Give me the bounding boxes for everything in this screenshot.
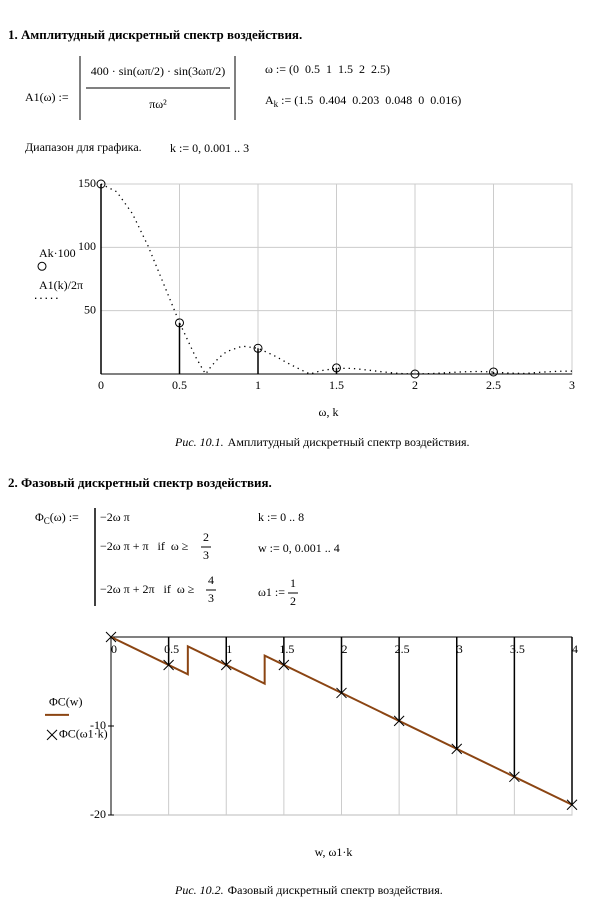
case-den: 3 xyxy=(203,548,209,562)
x-tick-label: 1 xyxy=(226,642,232,656)
marker xyxy=(451,743,463,755)
x-tick-label: 4 xyxy=(572,642,578,656)
marker xyxy=(336,687,347,699)
x-tick-label: 0.5 xyxy=(172,378,187,392)
range-label: Диапазон для графика. xyxy=(25,140,142,154)
x-tick-label: 3 xyxy=(457,642,463,656)
marker xyxy=(332,363,341,373)
formula-lhs: A1(ω) := xyxy=(25,90,69,104)
formula-denominator: πω² xyxy=(149,97,167,111)
caption: Рис. 10.1. Амплитудный дискретный спектр … xyxy=(174,435,470,449)
x-tick-label: 1.5 xyxy=(329,378,344,392)
ak-def: Ak := (1.5 0.404 0.203 0.048 0 0.016) xyxy=(265,93,461,109)
marker xyxy=(410,369,420,379)
marker xyxy=(46,729,58,741)
case-num: 2 xyxy=(203,530,209,544)
ak-sub: k xyxy=(274,99,279,109)
caption-num: Рис. 10.1. xyxy=(174,435,224,449)
case-expr: −2ω π + π if ω ≥ xyxy=(100,539,189,553)
w-def: w := 0, 0.001 .. 4 xyxy=(258,541,340,555)
x-tick-label: 2.5 xyxy=(395,642,410,656)
legend-label: ΦC(ω1·k) xyxy=(59,727,108,741)
caption-num: Рис. 10.2. xyxy=(174,883,224,897)
case-expr: −2ω π + 2π if ω ≥ xyxy=(100,582,195,596)
phi-sub: C xyxy=(44,516,50,526)
marker xyxy=(278,659,290,671)
y-tick-label: 150 xyxy=(78,176,96,190)
y-tick-label: -20 xyxy=(90,807,106,821)
x-axis-label: ω, k xyxy=(319,405,339,419)
x-tick-label: 3 xyxy=(569,378,575,392)
x-tick-label: 2.5 xyxy=(486,378,501,392)
marker xyxy=(96,179,106,189)
case-expr: −2ω π xyxy=(100,510,130,524)
range-def: k := 0, 0.001 .. 3 xyxy=(170,141,249,155)
x-tick-label: 0.5 xyxy=(164,642,179,656)
caption-text: Фазовый дискретный спектр воздействия. xyxy=(228,883,443,897)
x-tick-label: 1 xyxy=(255,378,261,392)
phi-name: Φ xyxy=(35,510,44,524)
marker xyxy=(175,318,184,328)
legend-label: Ak·100 xyxy=(39,246,76,260)
caption-text: Амплитудный дискретный спектр воздействи… xyxy=(228,435,470,449)
case-num: 4 xyxy=(208,573,214,587)
x-tick-label: 2 xyxy=(342,642,348,656)
caption: Рис. 10.2. Фазовый дискретный спектр возд… xyxy=(174,883,443,897)
y-tick-label: 50 xyxy=(84,302,96,316)
omega1-def: ω1 := xyxy=(258,585,285,599)
y-tick-label: 100 xyxy=(78,239,96,253)
marker xyxy=(37,261,47,271)
marker xyxy=(566,799,578,811)
formula-numerator: 400 · sin(ωπ/2) · sin(3ωπ/2) xyxy=(91,64,226,78)
y-tick-label: -10 xyxy=(90,718,106,732)
x-tick-label: 2 xyxy=(412,378,418,392)
section-title: 1. Амплитудный дискретный спектр воздейс… xyxy=(8,27,302,42)
marker xyxy=(105,631,117,643)
marker xyxy=(253,343,263,353)
marker xyxy=(509,771,520,783)
ak-name: A xyxy=(265,93,274,107)
ak-values: := (1.5 0.404 0.203 0.048 0 0.016) xyxy=(278,93,461,107)
x-tick-label: 0 xyxy=(98,378,104,392)
legend-label: ΦC(w) xyxy=(49,695,82,709)
x-tick-label: 0 xyxy=(111,642,117,656)
phi-lhs: ΦC(ω) := xyxy=(35,510,79,526)
x-tick-label: 3.5 xyxy=(510,642,525,656)
section-title: 2. Фазовый дискретный спектр воздействия… xyxy=(8,475,272,490)
omega-def: ω := (0 0.5 1 1.5 2 2.5) xyxy=(265,62,390,76)
marker xyxy=(220,659,232,671)
marker xyxy=(393,715,405,727)
legend-label: A1(k)/2π xyxy=(39,278,83,292)
phi-rest: (ω) := xyxy=(50,510,79,524)
omega1-num: 1 xyxy=(290,576,296,590)
omega1-den: 2 xyxy=(290,594,296,608)
x-tick-label: 1.5 xyxy=(279,642,294,656)
case-den: 3 xyxy=(208,591,214,605)
k-def: k := 0 .. 8 xyxy=(258,510,304,524)
marker xyxy=(163,659,174,671)
x-axis-label: w, ω1·k xyxy=(315,845,353,859)
